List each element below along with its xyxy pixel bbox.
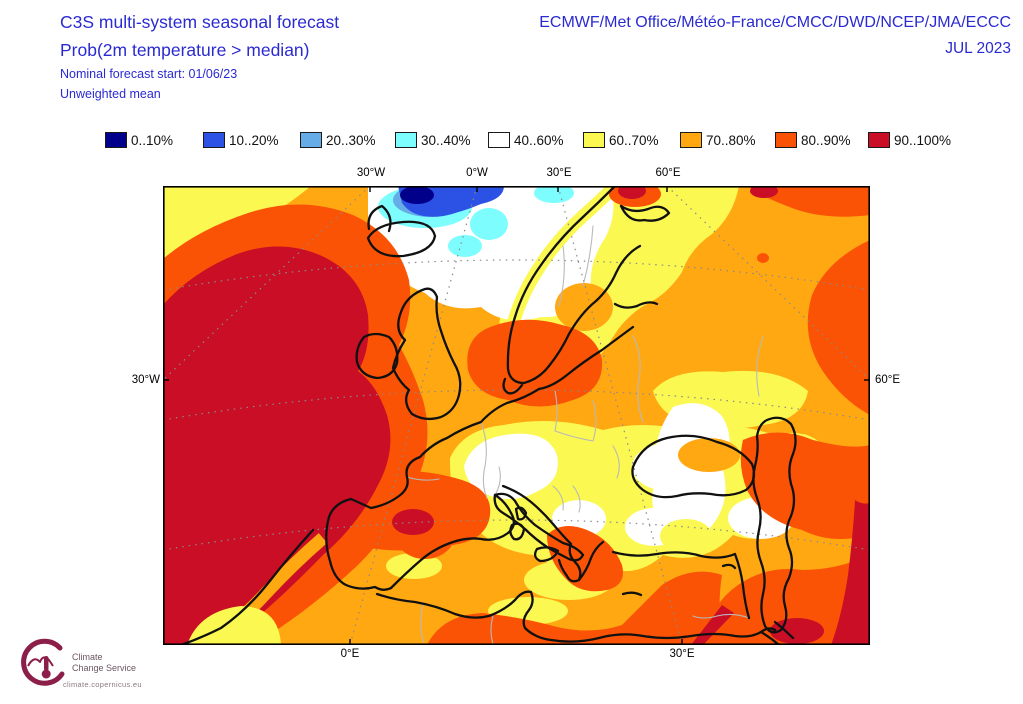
brand-name: Climate Change Service — [72, 652, 137, 673]
atlantic-europe-coastline — [325, 387, 541, 591]
legend-label: 60..70% — [609, 132, 659, 148]
legend-item: 90..100% — [868, 132, 951, 148]
legend-item: 70..80% — [680, 132, 756, 148]
prob-90-100-regions — [163, 186, 870, 645]
forecast-map-canvas — [163, 186, 870, 645]
axis-label-left-30w: 30°W — [131, 374, 160, 386]
greenland-coastline — [367, 204, 392, 233]
axis-label-top-30w: 30°W — [356, 167, 386, 179]
axis-label-right-60e: 60°E — [875, 374, 901, 386]
forecast-map — [163, 186, 870, 645]
prob-low-arctic-regions — [378, 186, 574, 257]
morocco-yellow-patch — [187, 606, 281, 645]
west-mediterranean-coastline — [389, 493, 516, 590]
corsica-coastline — [514, 506, 528, 521]
legend-swatch — [775, 132, 797, 148]
copernicus-logo — [21, 638, 65, 686]
axis-label-top-0w: 0°W — [466, 167, 488, 179]
prob-70-80-accents — [555, 283, 740, 553]
legend-label: 90..100% — [894, 132, 952, 148]
source-block: ECMWF/Met Office/Météo-France/CMCC/DWD/N… — [539, 10, 1011, 62]
page-title: C3S multi-system seasonal forecast — [60, 12, 340, 32]
legend-item: 30..40% — [395, 132, 471, 148]
morocco-coastline — [179, 528, 315, 645]
legend-item: 60..70% — [583, 132, 659, 148]
sardinia-coastline — [509, 522, 526, 541]
legend-label: 10..20% — [229, 132, 279, 148]
brand-url: climate.copernicus.eu — [63, 680, 142, 689]
legend-swatch — [868, 132, 890, 148]
title-block: C3S multi-system seasonal forecast Prob(… — [60, 8, 339, 104]
axis-label-bottom-30e: 30°E — [669, 648, 695, 660]
denmark-coastline — [502, 377, 524, 395]
legend-item: 40..60% — [488, 132, 564, 148]
north-africa-coastline — [375, 590, 777, 643]
legend-swatch — [583, 132, 605, 148]
legend-item: 80..90% — [775, 132, 851, 148]
legend-item: 0..10% — [105, 132, 173, 148]
legend-swatch — [300, 132, 322, 148]
legend-label: 70..80% — [706, 132, 756, 148]
forecast-start-note: Nominal forecast start: 01/06/23 — [60, 67, 238, 81]
sweden-baltic-coastline — [522, 244, 642, 385]
axis-label-top-30e: 30°E — [546, 167, 572, 179]
legend-label: 80..90% — [801, 132, 851, 148]
balkan-greece-coastline — [501, 484, 605, 583]
valid-month: JUL 2023 — [945, 40, 1011, 57]
legend-label: 40..60% — [514, 132, 564, 148]
caspian-sea-coastline — [752, 416, 797, 634]
contributing-centres: ECMWF/Met Office/Météo-France/CMCC/DWD/N… — [539, 14, 1011, 31]
sicily-coastline — [533, 546, 560, 563]
black-sea-coastline — [631, 434, 756, 499]
legend-label: 0..10% — [131, 132, 174, 148]
baltic-east-coastline — [537, 301, 659, 391]
legend-swatch — [395, 132, 417, 148]
crete-coastline — [621, 591, 643, 597]
logo-thermometer-bulb — [41, 669, 51, 679]
legend-swatch — [105, 132, 127, 148]
norway-coastline — [506, 186, 617, 385]
axis-label-top-60e: 60°E — [655, 167, 681, 179]
italy-coastline — [493, 492, 585, 562]
legend-swatch — [680, 132, 702, 148]
legend-item: 10..20% — [203, 132, 279, 148]
great-britain-coastline — [391, 287, 462, 421]
logo-crescent — [21, 638, 65, 686]
mean-type-note: Unweighted mean — [60, 87, 161, 101]
probability-legend: 0..10% 10..20% 20..30% 30..40% 40..60% 6… — [0, 132, 1023, 154]
ireland-coastline — [355, 332, 399, 380]
axis-label-bottom-0e: 0°E — [340, 648, 360, 660]
graticule — [163, 186, 870, 645]
anatolia-levant-coastline — [611, 550, 751, 620]
legend-label: 30..40% — [421, 132, 471, 148]
logo-mountains — [27, 656, 54, 667]
iceland-coastline — [366, 220, 437, 258]
legend-label: 20..30% — [326, 132, 376, 148]
white-sea-coastline — [619, 204, 671, 222]
page-subtitle: Prob(2m temperature > median) — [60, 40, 310, 60]
legend-item: 20..30% — [300, 132, 376, 148]
copernicus-branding: Climate Change Service climate.copernicu… — [16, 634, 166, 695]
logo-thermometer-stem — [44, 656, 49, 671]
legend-swatch — [203, 132, 225, 148]
country-borders — [406, 225, 764, 645]
map-frame — [163, 186, 870, 645]
cyprus-coastline — [721, 563, 737, 570]
legend-swatch — [488, 132, 510, 148]
